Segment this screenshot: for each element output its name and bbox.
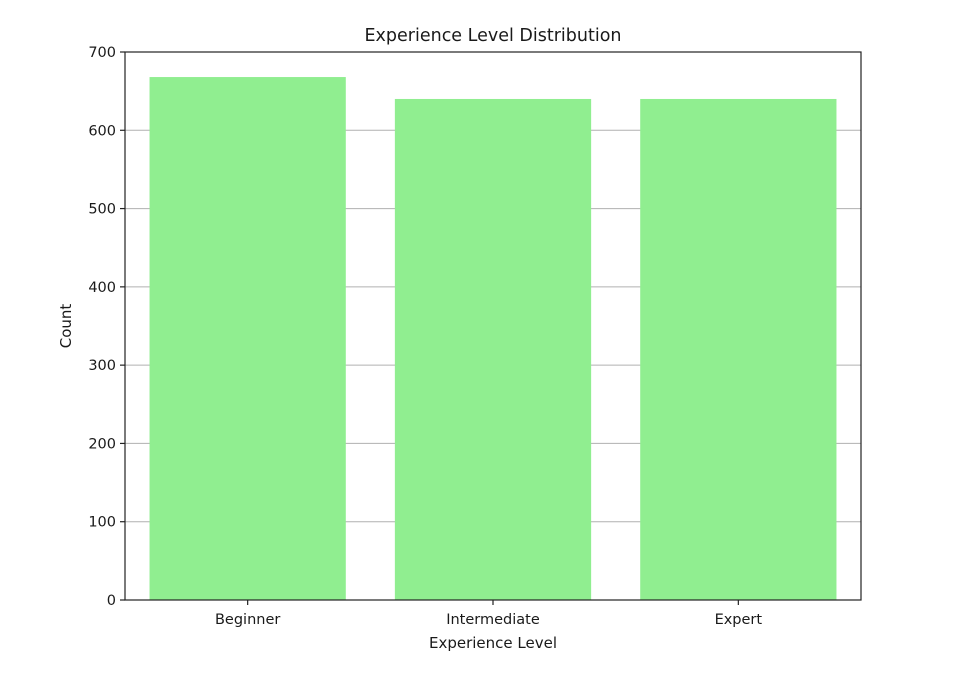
- y-tick-label: 0: [107, 593, 116, 609]
- y-axis-ticks: 0 100 200 300 400 500 600 700: [88, 45, 125, 609]
- x-tick-label: Expert: [715, 612, 763, 628]
- chart-title: Experience Level Distribution: [364, 26, 621, 46]
- plot-frame: [124, 51, 862, 601]
- bars: [149, 77, 837, 600]
- bar-intermediate: [394, 98, 592, 600]
- x-axis-label: Experience Level: [429, 634, 557, 652]
- y-tick-label: 500: [88, 202, 116, 218]
- bar-expert: [640, 98, 837, 600]
- y-tick-label: 200: [88, 436, 116, 452]
- y-tick-label: 700: [88, 45, 116, 61]
- x-axis-ticks: Beginner Intermediate Expert: [215, 600, 762, 628]
- y-tick-label: 400: [88, 280, 116, 296]
- y-axis-label: Count: [57, 304, 75, 349]
- y-tick-label: 100: [88, 515, 116, 531]
- x-tick-label: Beginner: [215, 612, 280, 628]
- x-tick-label: Intermediate: [446, 612, 540, 628]
- y-tick-label: 300: [88, 358, 116, 374]
- bar-beginner: [149, 77, 346, 600]
- y-tick-label: 600: [88, 123, 116, 139]
